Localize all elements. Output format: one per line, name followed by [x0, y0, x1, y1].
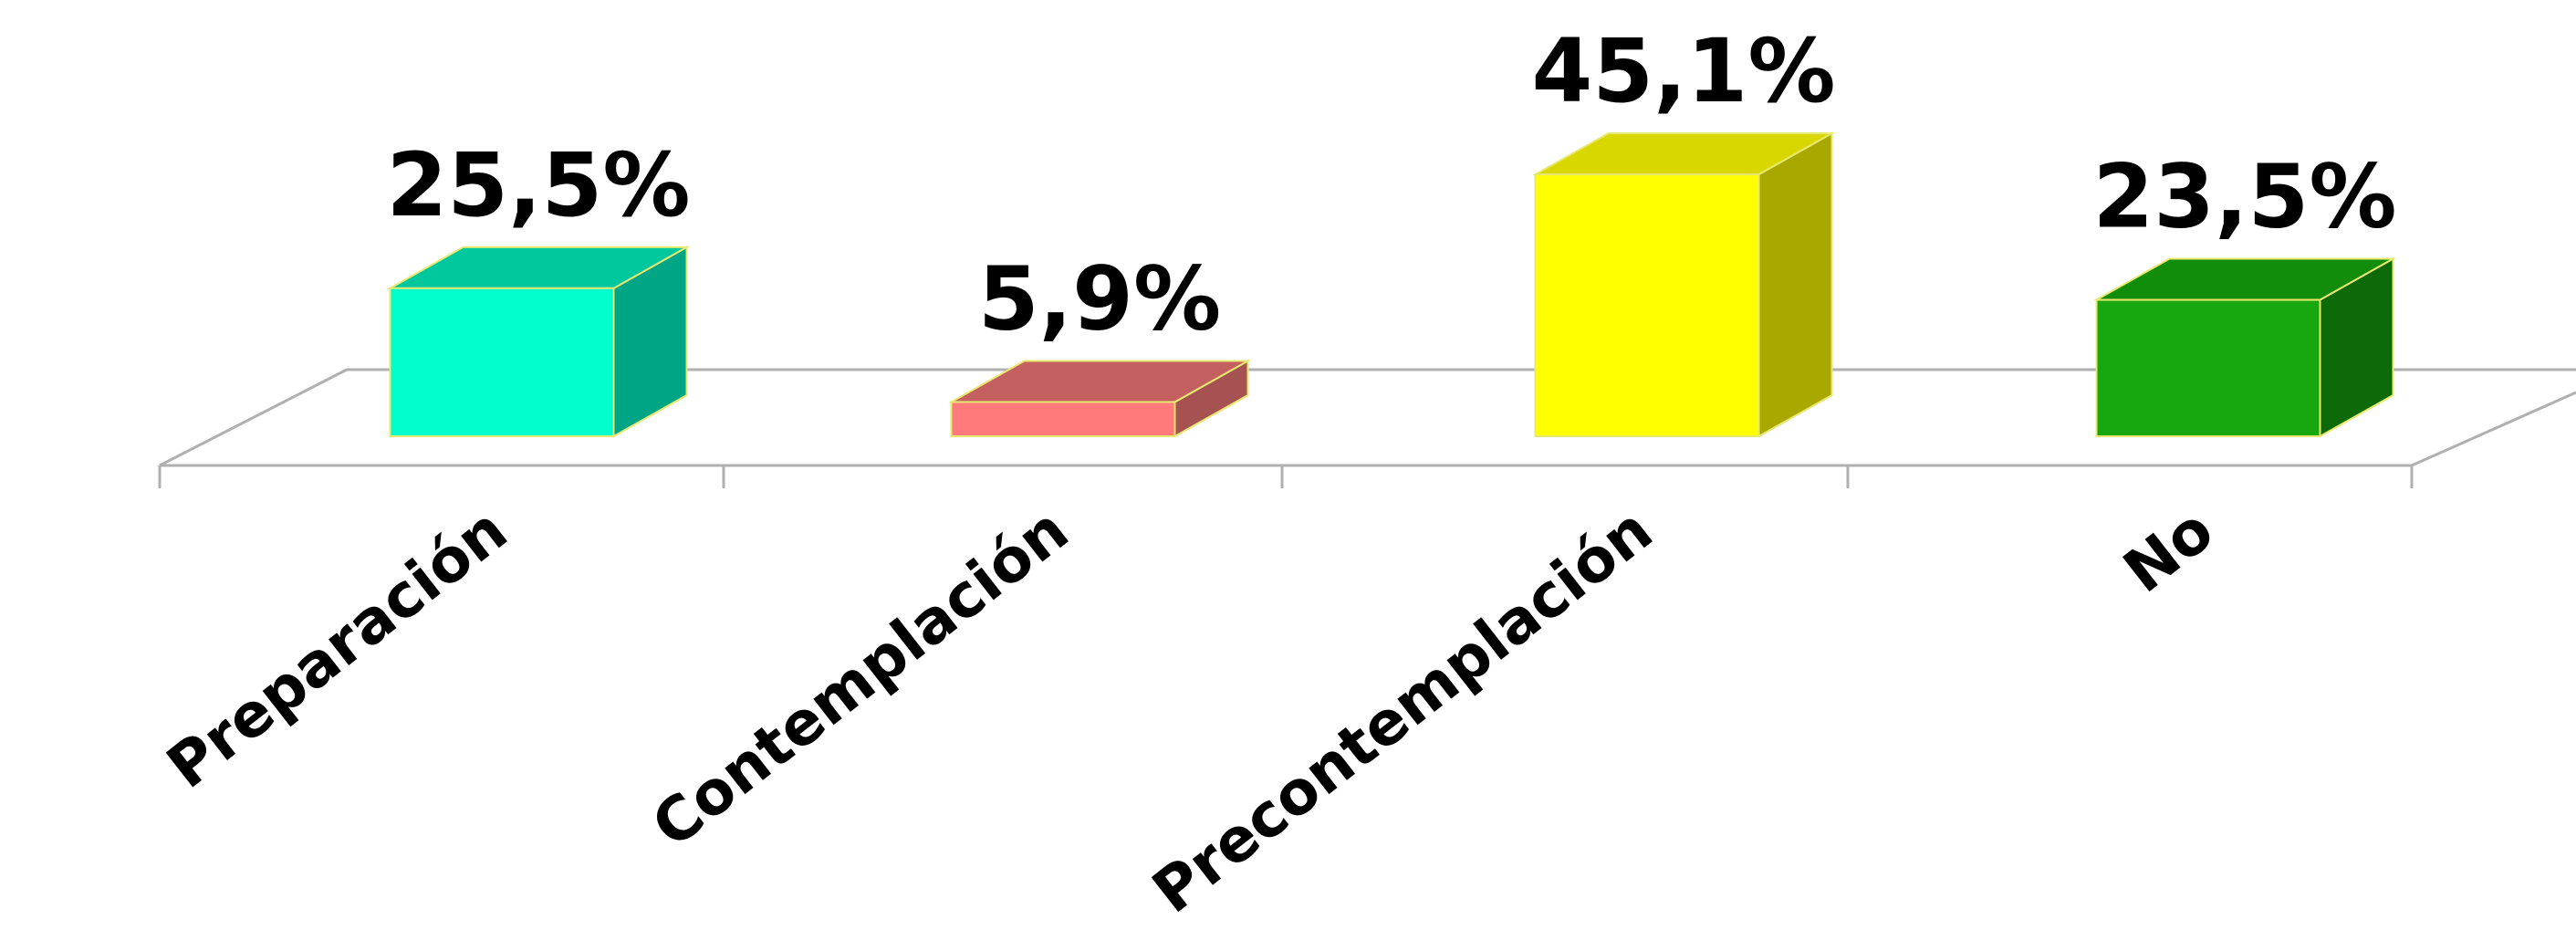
- category-tick-label: Contemplación: [640, 495, 1081, 862]
- category-axis: Preparación Contemplación Precontemplación…: [154, 495, 2227, 927]
- bar-1: [386, 246, 691, 438]
- bar-3: [1531, 131, 1836, 438]
- data-label: 5,9%: [978, 247, 1221, 350]
- category-tick-label: Precontemplación: [1140, 495, 1665, 927]
- data-label: 45,1%: [1531, 20, 1835, 122]
- data-label: 25,5%: [386, 134, 690, 236]
- floor-right-edge: [2411, 391, 2576, 467]
- bar-side-face: [1757, 131, 1833, 438]
- chart-floor: [158, 368, 2576, 488]
- category-tick-label: Preparación: [154, 495, 520, 802]
- bars-group: [386, 131, 2397, 438]
- bar-2: [947, 359, 1252, 438]
- data-labels-group: 25,5% 5,9% 45,1% 23,5%: [386, 20, 2396, 350]
- bar-front-face: [389, 287, 615, 437]
- category-tick-label: No: [2111, 495, 2227, 607]
- bar-front-face: [1534, 173, 1760, 437]
- bar-4: [2092, 256, 2397, 438]
- bar-front-face: [950, 401, 1176, 438]
- bar-front-face: [2095, 298, 2321, 438]
- floor-back-edge: [159, 368, 2576, 467]
- data-label: 23,5%: [2092, 146, 2396, 248]
